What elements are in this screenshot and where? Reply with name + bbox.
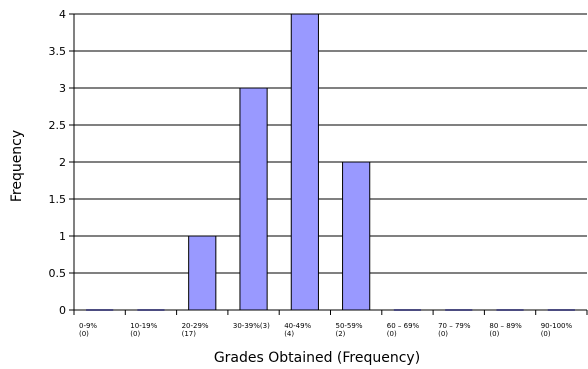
- x-tick-sublabel: (0): [130, 330, 140, 338]
- axes: [73, 14, 588, 315]
- y-tick-label: 1: [59, 230, 66, 243]
- x-tick-sublabel: (0): [489, 330, 499, 338]
- bar: [342, 161, 371, 311]
- y-tick-label: 2: [59, 156, 66, 169]
- y-tick-labels: 0 0.5 1 1.5 2 2.5 3 3.5 4: [49, 8, 67, 317]
- x-tick-sublabel: (0): [541, 330, 551, 338]
- x-tick-labels: 0-9%(0)10-19%(0)20-29%(17)30-39%(3) 40-49…: [79, 322, 572, 338]
- x-tick-label: 10-19%: [130, 322, 157, 330]
- bar: [290, 13, 319, 311]
- y-tick-label: 0: [59, 304, 66, 317]
- x-tick-label: 90-100%: [541, 322, 573, 330]
- x-tick-sublabel: (0): [438, 330, 448, 338]
- y-tick-label: 3: [59, 82, 66, 95]
- x-tick-sublabel: (0): [79, 330, 89, 338]
- y-tick-label: 2.5: [49, 119, 67, 132]
- bar: [239, 87, 268, 311]
- x-tick-label: 20-29%: [182, 322, 209, 330]
- x-tick-label: 50-59%: [336, 322, 363, 330]
- bar: [188, 235, 217, 311]
- x-tick-sublabel: (2): [336, 330, 346, 338]
- x-tick-label: 30-39%(3): [233, 322, 270, 330]
- x-tick-label: 60 – 69%: [387, 322, 420, 330]
- y-tick-label: 3.5: [49, 45, 67, 58]
- gridlines: [69, 13, 587, 311]
- x-tick-label: 70 – 79%: [438, 322, 471, 330]
- x-tick-label: 40-49%: [284, 322, 311, 330]
- x-tick-label: 80 – 89%: [489, 322, 522, 330]
- y-axis-title: Frequency: [9, 130, 25, 202]
- y-tick-label: 4: [59, 8, 66, 21]
- y-tick-label: 0.5: [49, 267, 67, 280]
- x-tick-label: 0-9%: [79, 322, 97, 330]
- x-tick-sublabel: (4): [284, 330, 294, 338]
- x-tick-sublabel: (17): [182, 330, 197, 338]
- x-axis-title: Grades Obtained (Frequency): [214, 350, 420, 366]
- bars: [86, 13, 575, 311]
- y-tick-label: 1.5: [49, 193, 67, 206]
- x-tick-sublabel: (0): [387, 330, 397, 338]
